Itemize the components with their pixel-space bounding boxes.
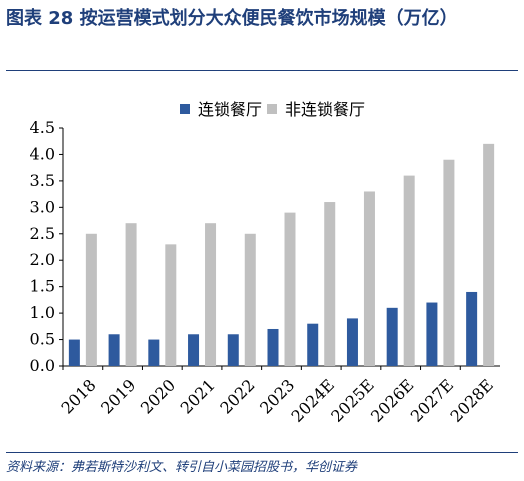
x-tick-label-6: 2024E [288,375,338,425]
bar-0-10 [466,291,478,366]
bar-1-9 [443,159,455,366]
chart: 连锁餐厅 非连锁餐厅 0.0 0.5 1.0 1.5 2.0 2.5 3.0 3.5 4.0 4.5 2… [30,100,500,426]
source-note: 资料来源：弗若斯特沙利文、转引自小菜园招股书，华创证券 [6,460,358,475]
bar-0-9 [426,302,438,366]
y-tick-label-8: 4.0 [30,144,55,163]
y-tick-label-4: 2.0 [30,250,55,269]
x-tick-label-1: 2019 [97,375,139,417]
bar-1-6 [324,202,336,366]
bar-1-10 [483,143,495,366]
legend-label-1: 非连锁餐厅 [285,100,365,119]
y-tick-label-0: 0.0 [30,356,55,375]
bar-1-3 [205,223,217,366]
bar-1-7 [363,191,375,366]
bar-0-1 [108,334,120,366]
bar-1-5 [284,212,296,366]
bar-1-4 [244,233,256,366]
bar-1-8 [403,175,415,366]
x-tick-label-2: 2020 [137,375,179,417]
bar-0-0 [68,339,80,366]
x-tick-label-9: 2027E [407,375,457,425]
y-tick-label-3: 1.5 [30,277,55,296]
legend-swatch-0 [180,104,190,114]
bar-0-8 [386,307,398,366]
x-tick-label-10: 2028E [446,375,496,425]
x-tick-label-7: 2025E [327,375,377,425]
bar-0-3 [188,334,200,366]
y-tick-label-7: 3.5 [30,171,55,190]
source-rule [6,452,518,453]
title-rule [6,70,518,71]
legend-swatch-1 [267,104,277,114]
y-tick-label-9: 4.5 [30,118,55,137]
bar-0-7 [346,318,358,366]
bar-1-0 [85,233,97,366]
chart-title: 图表 28 按运营模式划分大众便民餐饮市场规模（万亿） [6,8,458,29]
bar-0-6 [307,323,319,366]
x-tick-label-8: 2026E [367,375,417,425]
y-tick-label-5: 2.5 [30,224,55,243]
y-tick-label-1: 0.5 [30,330,55,349]
x-tick-label-4: 2022 [216,375,258,417]
bar-1-2 [165,244,177,366]
y-tick-label-2: 1.0 [30,303,55,322]
bar-0-5 [267,328,279,366]
x-tick-label-3: 2021 [177,375,219,417]
bar-1-1 [125,223,137,366]
bar-0-2 [148,339,160,366]
bar-0-4 [227,334,239,366]
y-tick-label-6: 3.0 [30,197,55,216]
legend-label-0: 连锁餐厅 [198,100,262,119]
x-tick-label-0: 2018 [57,375,99,417]
